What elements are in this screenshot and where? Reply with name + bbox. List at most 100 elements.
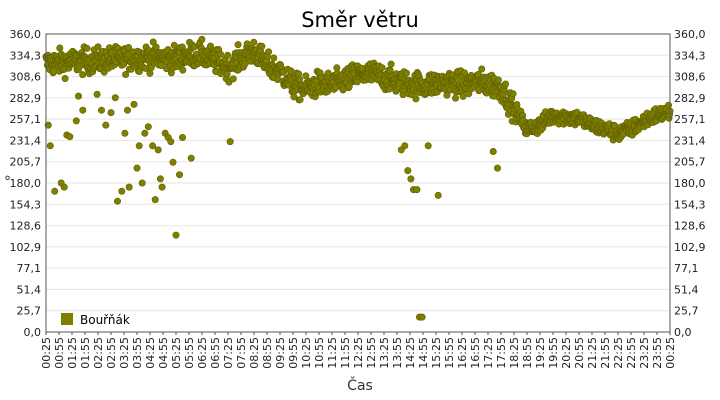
data-point [324, 69, 332, 77]
data-point [61, 75, 69, 83]
data-point [154, 146, 162, 154]
data-point [176, 171, 184, 179]
y-tick-label-right: 205,7 [674, 156, 706, 169]
data-point [443, 91, 451, 99]
x-tick-label: 05:25 [170, 337, 183, 369]
x-tick-label: 13:55 [391, 337, 404, 369]
x-tick-label: 15:25 [430, 337, 443, 369]
data-point [122, 71, 130, 79]
y-tick-label-left: 0,0 [24, 326, 42, 339]
x-tick-label: 14:25 [404, 337, 417, 369]
data-point [146, 69, 154, 77]
data-point [509, 90, 517, 98]
data-point [93, 90, 101, 98]
data-point [229, 75, 237, 83]
data-point [226, 138, 234, 146]
y-tick-label-left: 102,9 [10, 241, 42, 254]
y-tick-label-right: 154,3 [674, 198, 706, 211]
y-tick-label-right: 308,6 [674, 71, 706, 84]
x-tick-label: 07:25 [222, 337, 235, 369]
y-tick-label-left: 77,1 [17, 262, 42, 275]
x-tick-label: 11:25 [326, 337, 339, 369]
data-point [501, 80, 509, 88]
y-tick-label-left: 205,7 [10, 156, 42, 169]
data-point [494, 76, 502, 84]
y-tick-label-left: 128,6 [10, 220, 42, 233]
y-tick-label-right: 231,4 [674, 134, 706, 147]
data-point [133, 164, 141, 172]
data-point [664, 101, 672, 109]
data-point [124, 106, 132, 114]
data-point [111, 94, 119, 102]
y-tick-label-right: 102,9 [674, 241, 706, 254]
data-point [413, 186, 421, 194]
x-tick-label: 19:55 [547, 337, 560, 369]
legend: Bouřňák [61, 313, 130, 327]
x-tick-label: 20:25 [560, 337, 573, 369]
y-tick-label-left: 231,4 [10, 134, 42, 147]
data-point [107, 109, 115, 117]
data-point [158, 183, 166, 191]
x-tick-label: 08:25 [248, 337, 261, 369]
x-tick-label: 16:25 [456, 337, 469, 369]
x-tick-label: 01:55 [79, 337, 92, 369]
data-point [151, 196, 159, 204]
data-point [424, 142, 432, 150]
x-tick-label: 07:55 [235, 337, 248, 369]
data-point [258, 42, 266, 50]
data-point [121, 129, 129, 137]
data-point [83, 44, 91, 52]
data-point [385, 85, 393, 93]
y-tick-label-right: 282,9 [674, 92, 706, 105]
x-tick-label: 04:25 [144, 337, 157, 369]
x-tick-label: 09:55 [287, 337, 300, 369]
x-tick-label: 22:25 [612, 337, 625, 369]
y-tick-label-left: 308,6 [10, 71, 42, 84]
legend-label: Bouřňák [80, 313, 130, 327]
x-tick-label: 10:55 [313, 337, 326, 369]
data-point [56, 44, 64, 52]
data-point [169, 158, 177, 166]
data-point [358, 64, 366, 72]
data-point [79, 106, 87, 114]
y-tick-label-left: 334,3 [10, 49, 42, 62]
x-tick-label: 21:55 [599, 337, 612, 369]
y-tick-label-left: 51,4 [17, 283, 42, 296]
data-point [478, 65, 486, 73]
y-tick-label-right: 257,1 [674, 113, 706, 126]
data-point [125, 43, 133, 51]
data-point [102, 121, 110, 129]
y-tick-label-right: 0,0 [674, 326, 692, 339]
data-point [60, 183, 68, 191]
data-point [79, 71, 87, 79]
data-point [198, 35, 206, 43]
data-point [114, 197, 122, 205]
x-tick-label: 00:55 [53, 337, 66, 369]
y-tick-label-left: 25,7 [17, 305, 42, 318]
data-point [157, 61, 165, 69]
data-point [296, 96, 304, 104]
data-point [224, 51, 232, 59]
data-point [72, 117, 80, 125]
data-point [401, 142, 409, 150]
data-point [44, 121, 52, 129]
legend-swatch [61, 313, 73, 325]
data-point [378, 64, 386, 72]
data-point [167, 138, 175, 146]
data-point [402, 69, 410, 77]
data-point [138, 179, 146, 187]
data-point [135, 142, 143, 150]
data-point [418, 313, 426, 321]
x-tick-label: 23:55 [651, 337, 664, 369]
x-tick-label: 08:55 [261, 337, 274, 369]
y-tick-label-right: 360,0 [674, 28, 706, 41]
x-tick-label: 01:25 [66, 337, 79, 369]
data-point [179, 134, 187, 142]
data-point [75, 92, 83, 100]
data-point [387, 60, 395, 68]
data-point [187, 154, 195, 162]
x-tick-label: 19:25 [534, 337, 547, 369]
y-tick-label-right: 180,0 [674, 177, 706, 190]
data-point [172, 231, 180, 239]
x-tick-label: 02:25 [92, 337, 105, 369]
